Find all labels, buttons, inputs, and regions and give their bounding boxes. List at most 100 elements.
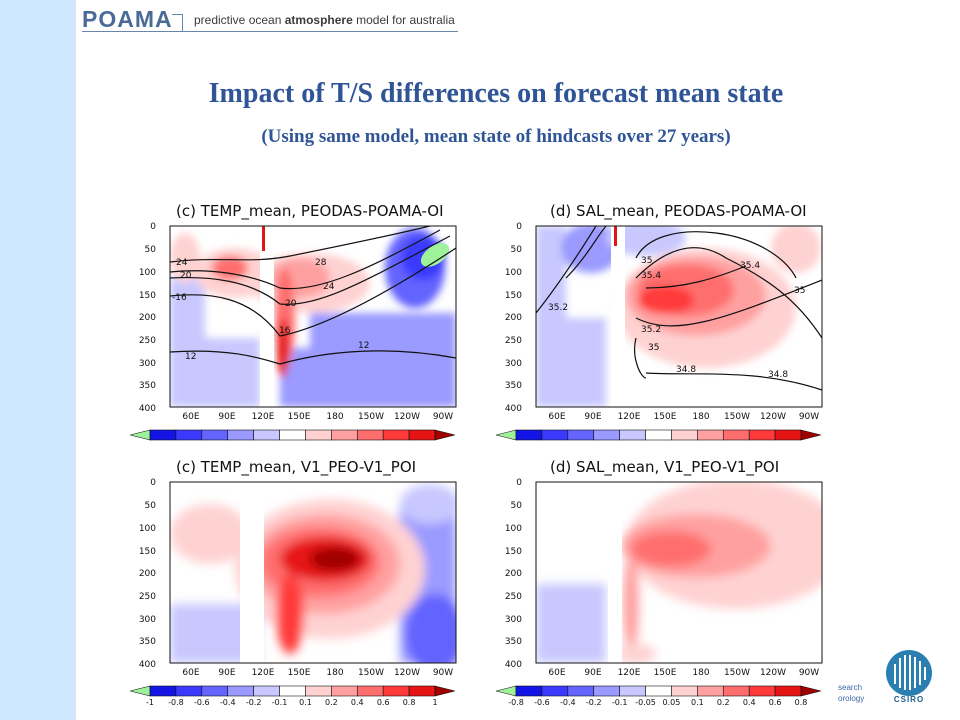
colorbar-swatch	[201, 685, 229, 697]
colorbar-label: 1	[432, 698, 437, 707]
colorbar: -0.8 -0.6 -0.4 -0.2 -0.1 -0.05 0.05 0.1 0.2 0.4 0.…	[496, 685, 822, 707]
y-tick-label: 350	[139, 637, 156, 647]
colorbar: -1 -0.8 -0.6 -0.4 -0.2 -0.1 0.1 0.2 0.4 0.6 0.8 1	[130, 685, 456, 707]
y-tick-label: 50	[511, 245, 523, 255]
y-tick-label: 100	[505, 524, 522, 534]
colorbar-swatch	[567, 685, 595, 697]
y-tick-label: 0	[516, 478, 522, 488]
y-tick-label: 300	[505, 615, 522, 625]
footer-text-line1: search	[838, 683, 863, 692]
panel-title: (d) SAL_mean, PEODAS-POAMA-OI	[550, 202, 807, 220]
x-tick-label: 90W	[433, 668, 453, 678]
colorbar-label: 0.4	[743, 698, 756, 707]
colorbar-swatch	[722, 429, 750, 441]
y-tick-label: 200	[505, 313, 522, 323]
colorbar-label: -0.8	[168, 698, 184, 707]
colorbar-swatch	[356, 429, 384, 441]
colorbar-label: 0.4	[351, 698, 364, 707]
y-tick-label: 250	[139, 336, 156, 346]
colorbar-swatch	[175, 685, 203, 697]
x-tick-label: 90W	[433, 412, 453, 422]
y-tick-label: 150	[505, 547, 522, 557]
x-tick-label: 60E	[548, 412, 565, 422]
colorbar-swatch	[697, 429, 724, 441]
colorbar-swatch	[567, 429, 595, 441]
contour-label: 12	[358, 341, 369, 351]
y-tick-label: 150	[139, 291, 156, 301]
temp-v1-plot: 0 50 100 150 200 250 300 350 400 60E 90E…	[130, 478, 457, 707]
y-tick-label: 50	[511, 501, 523, 511]
contour-label: 35.4	[641, 271, 661, 281]
sal-v1-plot: 0 50 100 150 200 250 300 350 400 60E 90E…	[496, 478, 823, 707]
y-tick-label: 350	[505, 381, 522, 391]
colorbar-label: -0.4	[220, 698, 236, 707]
logo-tagline: predictive ocean atmosphere model for au…	[194, 13, 455, 27]
colorbar-label: -0.6	[534, 698, 550, 707]
contour-label: 24	[323, 282, 335, 292]
y-tick-label: 50	[145, 501, 157, 511]
colorbar-label: -0.8	[508, 698, 524, 707]
colorbar-label: -0.1	[272, 698, 288, 707]
y-tick-label: 0	[516, 222, 522, 232]
colorbar-label: 0.1	[299, 698, 312, 707]
x-tick-label: 180	[326, 668, 343, 678]
contour-label: 35	[648, 343, 659, 353]
y-tick-label: 400	[505, 660, 522, 670]
x-tick-label: 150W	[724, 412, 750, 422]
colorbar-swatch	[697, 685, 724, 697]
x-tick-label: 120W	[760, 668, 786, 678]
y-tick-label: 200	[139, 313, 156, 323]
x-tick-label: 180	[326, 412, 343, 422]
x-tick-label: 150E	[288, 668, 311, 678]
x-tick-label: 120W	[760, 412, 786, 422]
x-tick-label: 90W	[799, 668, 819, 678]
colorbar-swatch	[331, 685, 358, 697]
colorbar-swatch	[541, 685, 569, 697]
colorbar-swatch	[356, 685, 384, 697]
colorbar-arrow-right	[434, 685, 456, 697]
colorbar-swatch	[253, 685, 280, 697]
left-accent-bar	[0, 0, 76, 720]
contour-label: 35.4	[740, 261, 760, 271]
colorbar-swatch	[382, 685, 410, 697]
colorbar-swatch	[227, 685, 254, 697]
panel-title: (c) TEMP_mean, PEODAS-POAMA-OI	[176, 202, 444, 220]
y-tick-label: 400	[139, 660, 156, 670]
x-tick-label: 120E	[618, 412, 641, 422]
y-tick-label: 0	[150, 222, 156, 232]
contour-label: 16	[279, 326, 291, 336]
y-tick-label: 350	[139, 381, 156, 391]
y-tick-label: 200	[505, 569, 522, 579]
colorbar-label: 0.8	[795, 698, 808, 707]
y-tick-label: 250	[505, 336, 522, 346]
colorbar-swatch	[331, 429, 358, 441]
colorbar-swatch	[619, 685, 646, 697]
contour-label: 12	[185, 352, 196, 362]
y-tick-label: 100	[139, 524, 156, 534]
colorbar-swatch	[593, 685, 620, 697]
colorbar-swatch	[149, 685, 177, 697]
contour-label: 34.8	[768, 370, 788, 380]
colorbar-label: -0.05	[635, 698, 656, 707]
x-tick-label: 120E	[252, 412, 275, 422]
x-tick-label: 180	[692, 412, 709, 422]
contour-label: 34.8	[676, 365, 696, 375]
colorbar-label: 0.2	[717, 698, 730, 707]
colorbar-swatch	[748, 685, 776, 697]
colorbar-swatch	[382, 429, 410, 441]
colorbar-swatch	[774, 429, 802, 441]
colorbar-label: -1	[146, 698, 154, 707]
colorbar-label: 0.6	[769, 698, 782, 707]
poama-logo: POAMA	[82, 6, 173, 32]
y-tick-label: 300	[505, 359, 522, 369]
colorbar-arrow-left	[496, 429, 517, 441]
y-tick-label: 300	[139, 359, 156, 369]
x-tick-label: 60E	[182, 668, 199, 678]
x-tick-label: 90E	[218, 412, 235, 422]
contour-label: 20	[180, 271, 192, 281]
colorbar-swatch	[279, 429, 306, 441]
colorbar	[496, 429, 822, 441]
contour-label: -16	[172, 293, 187, 303]
colorbar-arrow-right	[800, 429, 822, 441]
colorbar-swatch	[515, 685, 543, 697]
